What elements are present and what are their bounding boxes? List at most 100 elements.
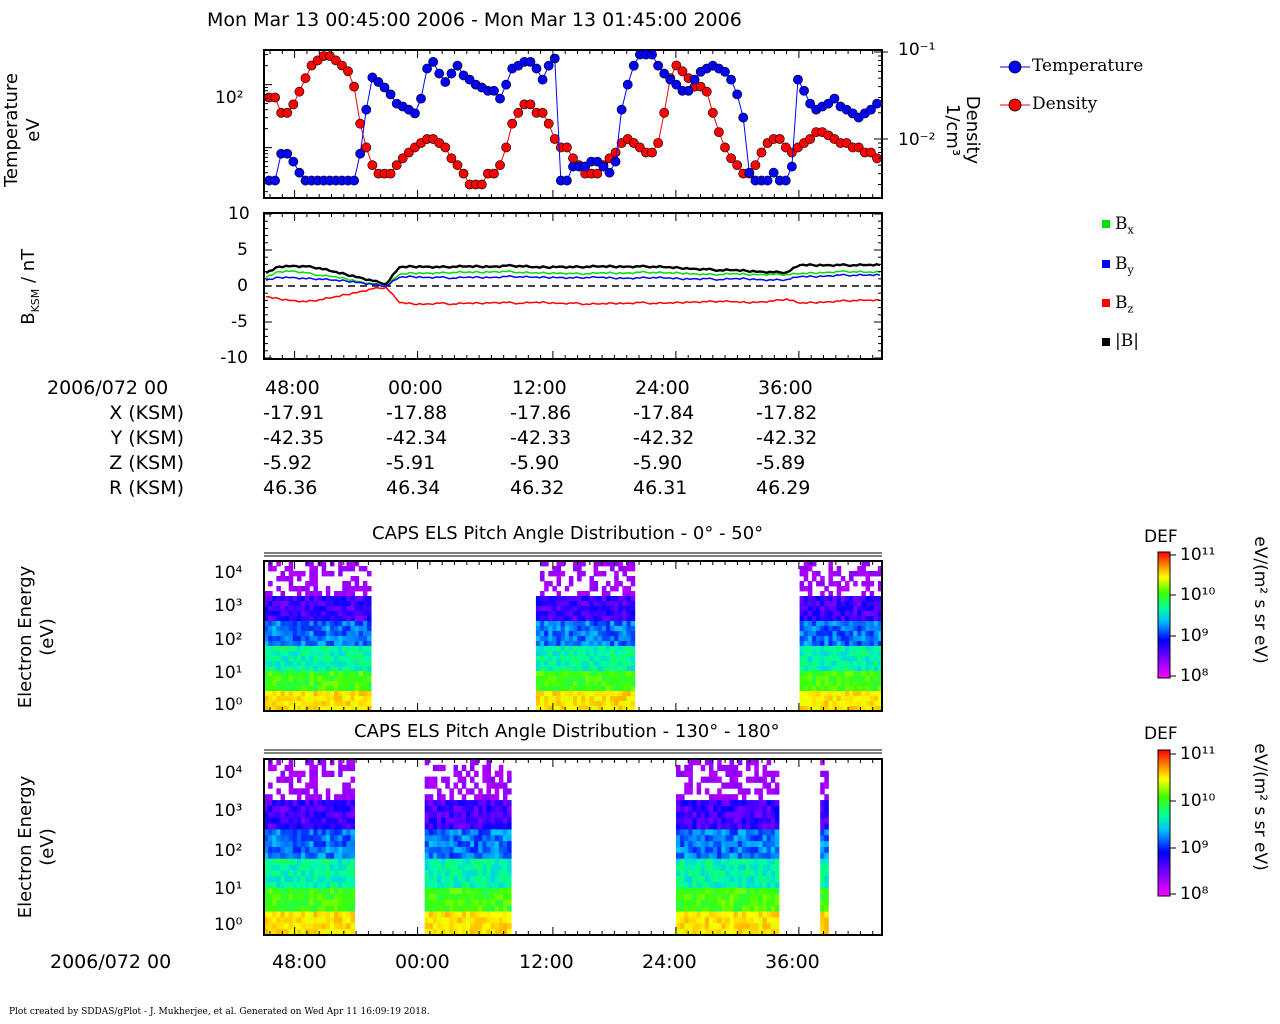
density-point	[653, 138, 664, 148]
spectrogram-cell	[733, 929, 739, 936]
spectrogram-cell	[329, 636, 335, 642]
spectrogram-cell	[478, 899, 483, 907]
spectrogram-cell	[568, 646, 574, 652]
spectrogram-cell	[680, 817, 685, 824]
spectrogram-cell	[622, 596, 627, 602]
spectrogram-cell	[445, 911, 450, 918]
spectrogram-cell	[766, 911, 772, 918]
spectrogram-cell	[296, 656, 302, 662]
density-point	[659, 107, 670, 118]
spectrogram-cell	[342, 800, 347, 807]
spectrogram-cell	[309, 646, 314, 652]
spectrogram-cell	[424, 759, 430, 766]
spectrogram-cell	[358, 656, 364, 662]
spectrogram-cell	[268, 666, 273, 672]
spectrogram-cell	[746, 864, 751, 871]
spectrogram-cell	[601, 601, 607, 607]
spectrogram-cell	[877, 681, 883, 687]
spectrogram-cell	[688, 823, 693, 830]
spectrogram-cell	[824, 656, 829, 662]
spectrogram-cell	[605, 606, 611, 612]
spectrogram-cell	[556, 661, 562, 667]
spectrogram-cell	[502, 852, 508, 860]
spectrogram-0-50	[263, 552, 883, 712]
spectrogram-cell	[325, 923, 331, 930]
spectrogram-cell	[432, 805, 438, 813]
spectrogram-cell	[721, 882, 726, 889]
spectrogram-cell	[844, 621, 850, 627]
spectrogram-cell	[301, 686, 306, 692]
spectrogram-cell	[428, 817, 434, 824]
spectrogram-cell	[585, 626, 590, 632]
spectrogram-cell	[700, 911, 706, 918]
spectrogram-cell	[268, 847, 273, 854]
spectrogram-cell	[832, 611, 838, 617]
spectrogram-cell	[437, 829, 442, 836]
spectrogram-cell	[581, 626, 586, 632]
spectrogram-cell	[737, 835, 743, 842]
spectrogram-cell	[358, 566, 364, 572]
spectrogram-cell	[680, 893, 685, 901]
spectrogram-cell	[593, 601, 599, 607]
spectrogram-cell	[824, 681, 829, 687]
spectrogram-cell	[329, 929, 335, 936]
spectrogram-cell	[717, 817, 722, 824]
spectrogram-cell	[317, 847, 323, 854]
spectrogram-cell	[717, 911, 722, 918]
spectrogram-cell	[630, 611, 636, 617]
spectrogram-cell	[453, 864, 459, 871]
spectrogram-cell	[803, 676, 809, 682]
spectrogram-cell	[741, 911, 747, 918]
spectrogram-cell	[746, 899, 751, 907]
spectrogram-cell	[338, 794, 343, 801]
spectrogram-cell	[309, 571, 314, 577]
spectrogram-cell	[478, 911, 483, 918]
spectrogram-cell	[816, 621, 821, 627]
page-title: Mon Mar 13 00:45:00 2006 - Mon Mar 13 01…	[207, 9, 742, 31]
spectrogram-cell	[280, 651, 285, 657]
spectrogram-cell	[292, 770, 298, 777]
spectrogram-cell	[494, 817, 500, 824]
spectrogram-cell	[329, 823, 335, 830]
spectrogram-cell	[478, 864, 483, 871]
spectrogram-cell	[325, 823, 331, 830]
spectrogram-cell	[774, 782, 780, 789]
spectrogram-cell	[877, 671, 883, 677]
spectrogram-cell	[367, 701, 372, 707]
spectrogram-cell	[589, 576, 594, 582]
spectrogram-cell	[305, 911, 310, 918]
spectrogram-cell	[832, 581, 838, 587]
spectrogram-cell	[589, 581, 594, 587]
spectrogram-cell	[774, 876, 780, 883]
spectrogram-cell	[321, 759, 327, 766]
spectrogram-cell	[713, 800, 718, 807]
spectrogram-cell	[708, 764, 714, 772]
spectrogram-cell	[861, 606, 866, 612]
spectrogram-cell	[342, 841, 347, 848]
spectrogram-cell	[264, 870, 269, 877]
spectrogram-cell	[428, 776, 434, 783]
spectrogram-cell	[581, 681, 586, 687]
spectrogram-cell	[593, 671, 599, 677]
spectrogram-cell	[540, 626, 545, 632]
spectrogram-cell	[577, 596, 582, 602]
spectrogram-cell	[272, 899, 277, 907]
spectrogram-cell	[329, 666, 335, 672]
ephemeris-value: -42.32	[756, 427, 818, 449]
spectrogram-cell	[605, 696, 611, 702]
spectrogram-cell	[556, 636, 562, 642]
spectrogram-cell	[803, 601, 809, 607]
spectrogram-cell	[552, 616, 557, 622]
spectrogram-cell	[544, 696, 549, 702]
spectrogram-cell	[362, 581, 368, 587]
spectrogram-cell	[873, 706, 879, 712]
spectrogram-cell	[272, 811, 277, 819]
spectrogram-cell	[329, 852, 335, 860]
spectrogram-cell	[717, 882, 722, 889]
spectrogram-cell	[676, 905, 681, 912]
spectrogram-cell	[301, 626, 306, 632]
spectrogram-cell	[853, 691, 858, 697]
spectrogram-cell	[610, 631, 615, 637]
spectrogram-cell	[305, 661, 310, 667]
spectrogram-cell	[708, 817, 714, 824]
